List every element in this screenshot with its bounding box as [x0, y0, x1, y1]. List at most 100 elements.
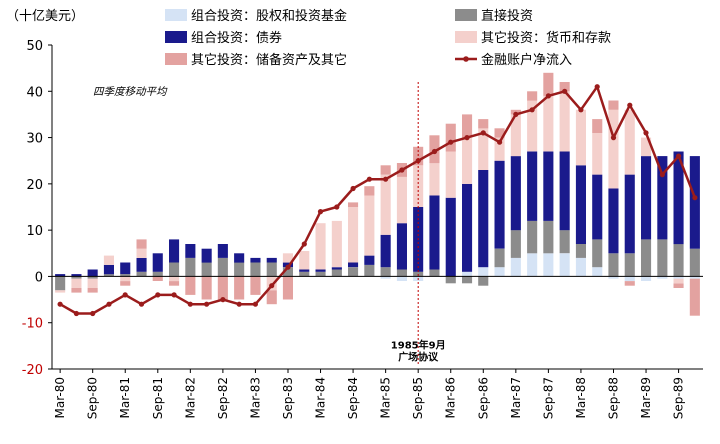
net-inflow-point-Sep-85 [415, 158, 421, 164]
net-inflow-point-Jun-87 [529, 107, 535, 113]
net-inflow-point-Dec-84 [366, 176, 372, 182]
bar-series3-Jun-86 [462, 137, 473, 184]
net-inflow-point-Sep-81 [155, 292, 161, 298]
x-tick-label-Sep-87: Sep-87 [541, 377, 555, 419]
net-inflow-point-Jun-88 [594, 84, 600, 90]
bar-series3-Mar-86 [445, 151, 456, 198]
bar-series3-Sep-88 [608, 109, 619, 189]
bar-series1-Dec-88 [624, 253, 635, 277]
legend-swatch-deposits [455, 31, 477, 43]
bar-series1-Mar-83 [250, 262, 261, 277]
bar-series1-Sep-83 [282, 267, 293, 277]
y-tick-label-0: 0 [35, 270, 43, 285]
bar-series4-Jun-86 [462, 114, 473, 138]
bar-series4-Sep-86 [478, 119, 489, 129]
bar-series1-Mar-88 [575, 244, 586, 258]
bar-series4-Jun-81 [136, 239, 147, 249]
net-inflow-point-Mar-87 [513, 111, 519, 117]
bar-series1-Mar-86 [445, 276, 456, 284]
bar-series1-Mar-89 [641, 239, 652, 277]
x-tick-label-Mar-81: Mar-81 [118, 377, 132, 418]
net-inflow-point-Mar-83 [252, 301, 258, 307]
y-tick-label-30: 30 [26, 132, 43, 147]
legend-label-equity: 组合投资：股权和投资基金 [191, 8, 347, 24]
net-inflow-point-Jun-86 [464, 135, 470, 141]
bar-series3-Mar-85 [380, 174, 391, 235]
bar-series2-Mar-80 [55, 274, 66, 277]
net-inflow-point-Mar-89 [643, 130, 649, 136]
bar-series2-Dec-80 [103, 264, 114, 275]
bar-series2-Dec-88 [624, 174, 635, 254]
bar-series2-Dec-86 [494, 160, 505, 249]
moving-average-note: 四季度移动平均 [93, 86, 168, 98]
bar-series0-Dec-88 [624, 276, 635, 281]
bar-series0-Sep-89 [673, 276, 684, 279]
x-tick-label-Sep-84: Sep-84 [346, 377, 360, 419]
bar-series4-Sep-81 [152, 276, 163, 281]
bar-series2-Jun-86 [462, 183, 473, 272]
y-tick-label--20: -20 [22, 363, 43, 378]
bar-series3-Mar-89 [641, 137, 652, 157]
bar-series4-Sep-88 [608, 100, 619, 110]
bar-series2-Sep-89 [673, 151, 684, 245]
bar-series2-Jun-83 [266, 257, 277, 263]
bar-series4-Mar-86 [445, 123, 456, 152]
bar-series3-Jun-81 [136, 248, 147, 258]
x-tick-label-Sep-88: Sep-88 [606, 377, 620, 419]
bar-series3-Sep-89 [673, 278, 684, 284]
bar-series4-Dec-88 [624, 281, 635, 286]
net-inflow-point-Sep-88 [610, 135, 617, 141]
net-inflow-point-Dec-83 [301, 241, 307, 247]
legend-marker-net [463, 56, 469, 62]
net-inflow-point-Mar-81 [122, 292, 128, 298]
bar-series4-Sep-84 [348, 202, 359, 207]
bar-series1-Sep-86 [478, 276, 489, 286]
bar-series2-Dec-87 [559, 151, 570, 231]
bar-series2-Dec-83 [299, 269, 310, 272]
net-inflow-point-Dec-86 [497, 139, 503, 145]
bar-series2-Jun-82 [201, 248, 212, 263]
net-inflow-point-Mar-80 [57, 301, 63, 307]
net-inflow-point-Mar-82 [187, 301, 193, 307]
bar-series3-Sep-80 [87, 278, 98, 288]
bar-series3-Jun-84 [331, 220, 342, 268]
bar-series0-Sep-88 [608, 276, 619, 279]
bar-series4-Jun-83 [266, 290, 277, 305]
unit-label: （十亿美元） [6, 9, 84, 24]
y-tick-label-50: 50 [26, 39, 43, 54]
bar-series2-Sep-84 [348, 262, 359, 268]
y-tick-label--10: -10 [22, 317, 43, 332]
bar-series2-Mar-88 [575, 165, 586, 244]
bar-series3-Dec-83 [299, 251, 310, 270]
bar-series0-Sep-86 [478, 267, 489, 277]
bar-series4-Jun-82 [201, 276, 212, 300]
legend-swatch-bonds [165, 31, 187, 43]
x-tick-label-Sep-82: Sep-82 [216, 377, 230, 419]
bar-series2-Mar-81 [120, 262, 131, 275]
legend-label-net: 金融账户净流入 [481, 52, 572, 68]
event-marker: 1985年9月 广场协议 [391, 82, 446, 365]
net-inflow-point-Sep-80 [90, 310, 96, 317]
bar-series2-Jun-81 [136, 257, 147, 272]
bar-series1-Jun-82 [201, 262, 212, 277]
legend-label-deposits: 其它投资：货币和存款 [481, 30, 611, 46]
legend-label-reserves: 其它投资：储备资产及其它 [191, 52, 347, 68]
bar-series2-Dec-82 [234, 253, 245, 263]
net-inflow-point-Dec-87 [562, 88, 568, 94]
bar-series4-Sep-85 [413, 146, 424, 166]
bar-series0-Dec-87 [559, 253, 570, 277]
bar-series1-Jun-85 [396, 269, 407, 277]
x-tick-label-Mar-80: Mar-80 [53, 377, 67, 418]
bar-series3-Mar-81 [120, 276, 131, 281]
bar-series1-Dec-83 [299, 271, 310, 277]
bar-series4-Sep-83 [282, 276, 293, 300]
bar-series4-Sep-82 [217, 276, 228, 300]
bar-series3-Jun-80 [71, 278, 82, 288]
bar-series1-Dec-84 [364, 264, 375, 277]
bar-series0-Jun-87 [527, 253, 538, 277]
bar-series3-Sep-83 [282, 253, 293, 263]
bar-series0-Mar-87 [510, 257, 521, 277]
bar-series2-Jun-89 [657, 156, 668, 240]
bar-series4-Dec-86 [494, 128, 505, 138]
x-tick-label-Mar-84: Mar-84 [314, 377, 328, 418]
